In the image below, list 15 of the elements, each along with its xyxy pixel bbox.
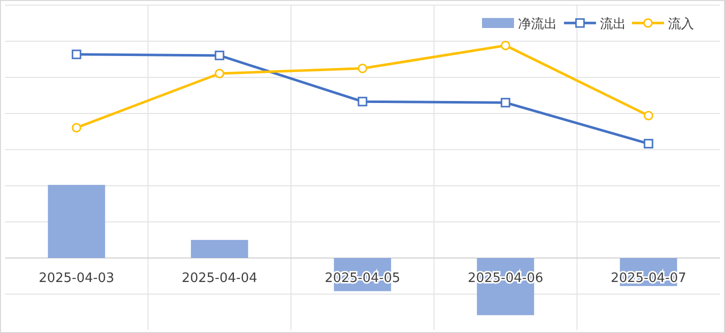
x-tick-label: 2025-04-03 xyxy=(38,270,114,286)
point xyxy=(500,98,510,108)
point xyxy=(72,50,82,60)
point xyxy=(358,64,368,74)
point xyxy=(214,50,224,60)
point xyxy=(72,122,82,132)
point xyxy=(644,138,654,148)
legend-label: 流出 xyxy=(600,16,626,32)
point xyxy=(358,96,368,106)
legend-label: 流入 xyxy=(668,16,694,32)
x-tick-label: 2025-04-04 xyxy=(182,270,258,286)
point xyxy=(214,68,224,78)
legend-label: 净流出 xyxy=(518,16,557,32)
point xyxy=(500,40,510,50)
point xyxy=(644,110,654,120)
